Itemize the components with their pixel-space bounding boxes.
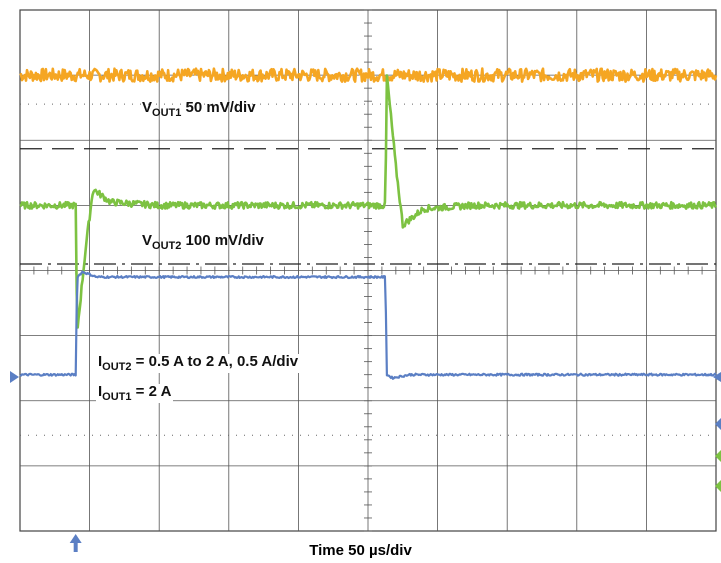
iout2-step-label: IOUT2 = 0.5 A to 2 A, 0.5 A/div xyxy=(96,353,301,373)
iout1-load-label: IOUT1 = 2 A xyxy=(96,383,174,403)
trace-iout2 xyxy=(19,270,717,380)
ch3-marker-icon xyxy=(715,418,721,430)
trigger-arrow-stem xyxy=(73,542,78,552)
scope-grid xyxy=(19,9,717,532)
trace-vout1 xyxy=(19,67,718,83)
trace-vout2 xyxy=(19,74,718,329)
vout2-scale-label: VOUT2 100 mV/div xyxy=(142,232,264,252)
vout1-scale-label: VOUT1 50 mV/div xyxy=(142,99,256,119)
trigger-level-marker-icon xyxy=(10,371,19,383)
trace-layer xyxy=(19,67,718,380)
right-offset-marker-icon xyxy=(713,372,721,382)
x-axis-label: Time 50 µs/div xyxy=(309,542,412,559)
reference-lines xyxy=(20,103,716,436)
marker-layer xyxy=(10,371,721,552)
ch2-marker-icon xyxy=(715,450,721,462)
ch2-marker-icon xyxy=(715,480,721,492)
trigger-arrow-icon xyxy=(69,534,82,543)
